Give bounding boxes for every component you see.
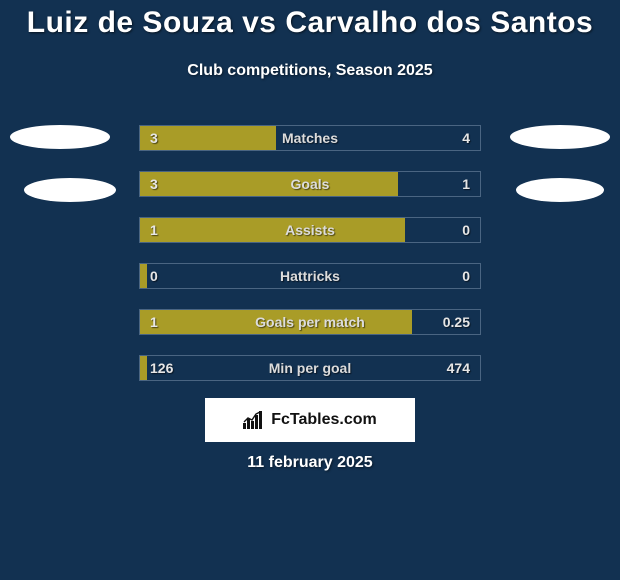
- stat-row: 3 4 Matches: [139, 125, 481, 151]
- bar-left: [140, 126, 276, 150]
- stat-rows: 3 4 Matches 3 1 Goals 1 0 Assists 0 0 Hattricks 1 0.2…: [139, 125, 481, 401]
- stat-row: 3 1 Goals: [139, 171, 481, 197]
- value-right: 1: [462, 176, 470, 192]
- value-left: 1: [150, 314, 158, 330]
- comparison-infographic: Luiz de Souza vs Carvalho dos Santos Clu…: [0, 0, 620, 580]
- logo-text: FcTables.com: [271, 411, 377, 429]
- stat-row: 1 0.25 Goals per match: [139, 309, 481, 335]
- value-right: 0: [462, 268, 470, 284]
- page-title: Luiz de Souza vs Carvalho dos Santos: [0, 6, 620, 40]
- value-left: 3: [150, 176, 158, 192]
- bar-left: [140, 218, 405, 242]
- row-label: Goals: [291, 176, 330, 192]
- row-label: Matches: [282, 130, 338, 146]
- row-label: Goals per match: [255, 314, 365, 330]
- row-label: Hattricks: [280, 268, 340, 284]
- date-text: 11 february 2025: [0, 454, 620, 472]
- avatar-left-1: [10, 125, 110, 149]
- stat-row: 126 474 Min per goal: [139, 355, 481, 381]
- row-label: Assists: [285, 222, 335, 238]
- stat-row: 0 0 Hattricks: [139, 263, 481, 289]
- value-right: 0.25: [443, 314, 470, 330]
- stat-row: 1 0 Assists: [139, 217, 481, 243]
- bar-left: [140, 356, 147, 380]
- logo-bars-icon: [243, 411, 265, 429]
- value-right: 474: [447, 360, 470, 376]
- value-left: 3: [150, 130, 158, 146]
- avatar-right-1: [510, 125, 610, 149]
- value-left: 0: [150, 268, 158, 284]
- value-left: 126: [150, 360, 173, 376]
- value-left: 1: [150, 222, 158, 238]
- value-right: 0: [462, 222, 470, 238]
- logo-box: FcTables.com: [205, 398, 415, 442]
- bar-left: [140, 172, 398, 196]
- avatar-right-2: [516, 178, 604, 202]
- row-label: Min per goal: [269, 360, 351, 376]
- value-right: 4: [462, 130, 470, 146]
- avatar-left-2: [24, 178, 116, 202]
- subtitle: Club competitions, Season 2025: [0, 62, 620, 80]
- bar-left: [140, 264, 147, 288]
